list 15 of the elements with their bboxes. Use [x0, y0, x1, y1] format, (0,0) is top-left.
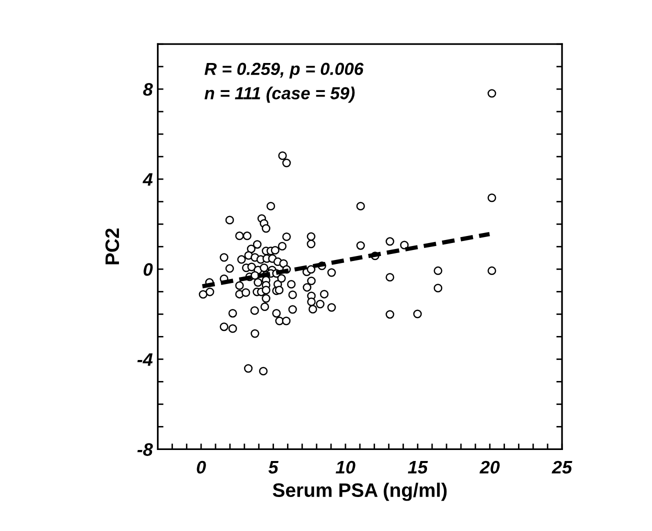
y-tick-label: -4 [137, 353, 153, 366]
y-tick-label: 4 [142, 173, 153, 186]
y-tick-label: -8 [137, 443, 153, 456]
y-axis-title: PC2 [105, 228, 120, 264]
annotation: n = 111 (case = 59) [204, 86, 355, 103]
x-tick-label: 25 [552, 460, 572, 474]
y-tick-label: 8 [143, 83, 153, 96]
x-tick-label: 10 [336, 460, 356, 474]
x-tick-label: 0 [196, 460, 206, 474]
annotation: R = 0.259, p = 0.006 [204, 62, 364, 78]
x-axis-title: Serum PSA (ng/ml) [272, 482, 447, 501]
y-tick-label: 0 [144, 263, 153, 276]
x-tick-label: 20 [480, 460, 500, 474]
x-tick-label: 5 [268, 461, 279, 474]
x-tick-label: 15 [408, 461, 428, 474]
